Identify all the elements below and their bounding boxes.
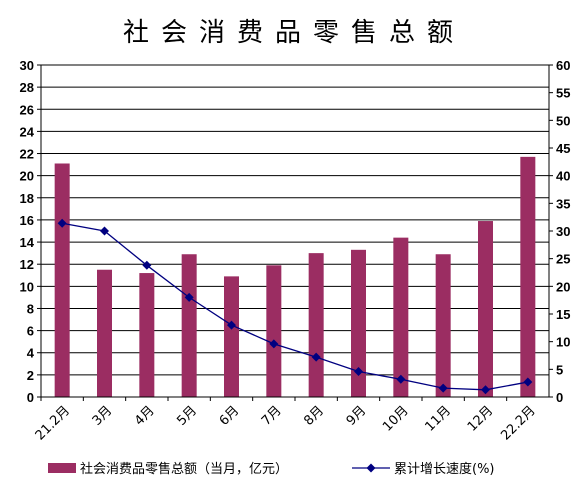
- legend-line-marker: [366, 463, 376, 473]
- left-axis-tick-label: 30: [20, 58, 34, 73]
- x-axis-tick-label: 10月: [380, 403, 411, 434]
- left-axis-tick-label: 6: [27, 324, 34, 339]
- left-axis-tick-label: 2: [27, 368, 34, 383]
- bar: [54, 163, 70, 397]
- x-axis-tick-label: 7月: [259, 403, 285, 429]
- x-axis-tick-label: 21.2月: [33, 403, 73, 443]
- bar: [520, 156, 536, 397]
- bar: [478, 221, 493, 397]
- line-point-marker: [396, 374, 406, 384]
- x-axis-tick-label: 6月: [217, 403, 243, 429]
- bar: [266, 265, 282, 397]
- right-axis-tick-label: 30: [556, 224, 570, 239]
- plot-frame: [40, 64, 550, 398]
- x-axis-tick-label: 12月: [465, 403, 496, 434]
- right-axis-tick-label: 0: [556, 390, 563, 405]
- left-axis-tick-label: 10: [20, 279, 34, 294]
- bar-series: [54, 156, 536, 397]
- bar: [393, 237, 409, 397]
- left-axis-tick-label: 0: [27, 390, 34, 405]
- line-point-marker: [438, 383, 448, 393]
- grid-lines: [41, 64, 549, 376]
- left-axis-tick-label: 16: [20, 213, 34, 228]
- x-axis-tick-label: 4月: [132, 403, 158, 429]
- line-series: [57, 218, 533, 395]
- x-axis-tick-label: 9月: [344, 403, 370, 429]
- line-point-marker: [354, 367, 363, 377]
- right-axis-tick-label: 20: [556, 279, 570, 294]
- left-axis-tick-label: 12: [20, 257, 34, 272]
- bar: [435, 254, 451, 397]
- legend-line-label: 累计增长速度(%): [394, 461, 495, 477]
- right-axis-tick-label: 60: [556, 58, 570, 73]
- right-axis-tick-label: 35: [556, 196, 570, 211]
- right-axis-tick-label: 40: [556, 169, 570, 184]
- line-point-marker: [57, 218, 67, 228]
- left-axis-tick-label: 26: [20, 102, 34, 117]
- right-axis-tick-label: 55: [556, 86, 570, 101]
- bar: [308, 253, 324, 397]
- bar: [139, 273, 155, 397]
- bar: [224, 276, 239, 397]
- x-axis-tick-label: 8月: [301, 403, 327, 429]
- left-axis-tick-label: 18: [20, 191, 34, 206]
- line-point-marker: [227, 320, 236, 330]
- right-axis-tick-label: 10: [556, 335, 570, 350]
- line-point-marker: [311, 352, 321, 362]
- right-axis-ticks: 0 5 10 15 20 25 30 35 40 45 50 55 60: [556, 58, 570, 405]
- left-axis-tick-label: 20: [20, 169, 34, 184]
- right-axis-tick-label: 50: [556, 113, 570, 128]
- right-axis-tick-label: 25: [556, 252, 570, 267]
- line-point-marker: [481, 385, 490, 395]
- line-point-marker: [142, 260, 152, 270]
- legend-bar-swatch: [48, 463, 76, 473]
- left-axis-tick-label: 14: [20, 235, 35, 250]
- x-axis-tick-label: 22.2月: [498, 403, 538, 443]
- right-axis-tick-label: 5: [556, 362, 563, 377]
- line-point-marker: [523, 377, 533, 387]
- chart-title: 社会消费品零售总额: [122, 18, 465, 48]
- left-axis-tick-label: 4: [27, 346, 35, 361]
- right-axis-tick-label: 45: [556, 141, 570, 156]
- axes: [37, 64, 553, 401]
- left-axis-tick-label: 28: [20, 80, 34, 95]
- legend-bar-label: 社会消费品零售总额（当月，亿元）: [80, 461, 288, 477]
- line-point-marker: [184, 292, 194, 302]
- line-point-marker: [269, 339, 279, 349]
- bar: [97, 269, 112, 397]
- left-axis-tick-label: 24: [20, 124, 35, 139]
- left-axis-tick-label: 8: [27, 301, 34, 316]
- x-axis-tick-label: 11月: [422, 403, 453, 434]
- bar: [351, 249, 366, 397]
- left-axis-tick-label: 22: [20, 147, 34, 162]
- bar: [181, 254, 197, 397]
- line-point-marker: [100, 226, 109, 236]
- growth-line: [62, 222, 528, 391]
- x-axis-ticks: 21.2月 3月 4月 5月 6月 7月 8月 9月 10月 11月 12月 22.2月: [33, 403, 539, 443]
- legend: 社会消费品零售总额（当月，亿元） 累计增长速度(%): [48, 461, 495, 477]
- x-axis-tick-label: 5月: [174, 403, 200, 429]
- x-axis-tick-label: 3月: [90, 403, 116, 429]
- right-axis-tick-label: 15: [556, 307, 570, 322]
